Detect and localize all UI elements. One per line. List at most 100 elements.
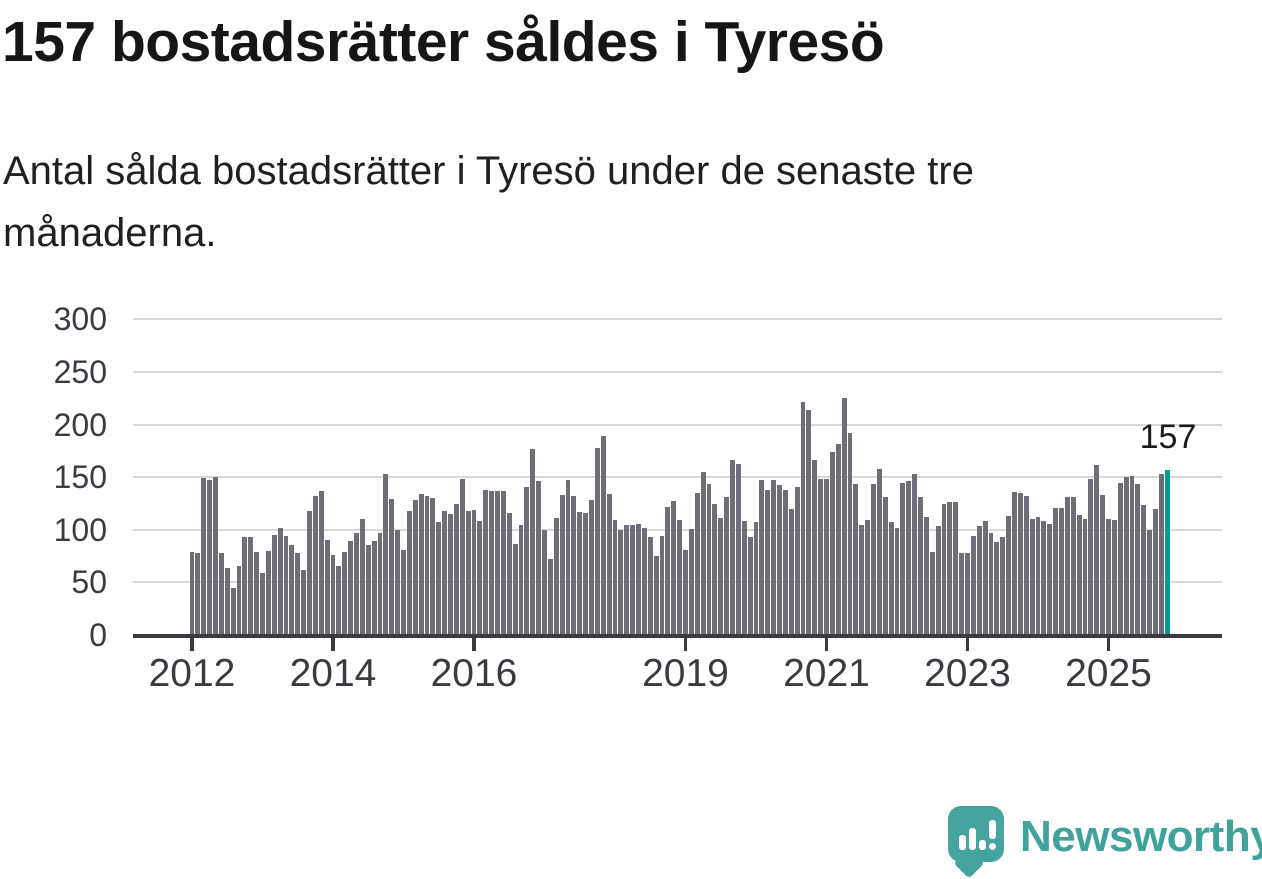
bar-2020-04 — [771, 480, 777, 635]
bar-2022-06 — [923, 517, 929, 635]
bar-2012-06 — [218, 553, 224, 635]
bar-2012-12 — [254, 552, 260, 635]
bar-2014-11 — [389, 499, 395, 635]
bar-2020-01 — [753, 522, 759, 635]
x-axis-label-2021: 2021 — [783, 652, 870, 695]
x-axis-label-2014: 2014 — [289, 652, 377, 695]
bar-2012-11 — [248, 537, 254, 635]
bar-2019-01 — [683, 550, 688, 635]
y-axis-label-250: 250 — [53, 354, 107, 391]
bar-2017-02 — [547, 559, 553, 635]
bar-2013-08 — [301, 570, 307, 635]
speech-bubble-tail — [953, 847, 985, 879]
x-axis-tick-2023 — [965, 637, 970, 651]
bar-2025-09 — [1153, 509, 1158, 635]
bar-2022-04 — [912, 474, 918, 635]
bar-2014-09 — [377, 533, 383, 635]
bar-2019-07 — [718, 518, 724, 635]
x-axis-line — [133, 634, 1222, 638]
bar-2025-03 — [1117, 483, 1123, 635]
bar-2014-01 — [330, 555, 336, 635]
bar-2022-12 — [959, 553, 965, 635]
bar-2023-10 — [1017, 493, 1023, 635]
x-axis-tick-2014 — [331, 637, 335, 651]
bar-2020-07 — [788, 509, 794, 635]
bar-2018-05 — [636, 524, 641, 635]
bar-2021-11 — [882, 497, 888, 635]
bar-2020-05 — [777, 485, 782, 635]
bar-2013-09 — [307, 511, 312, 635]
bar-2024-04 — [1053, 508, 1059, 635]
bar-2019-06 — [712, 504, 718, 635]
bar-2015-09 — [448, 514, 453, 635]
bar-2016-10 — [524, 487, 530, 635]
bar-2018-01 — [612, 520, 618, 635]
logo-exclamation-stem-icon — [989, 820, 996, 839]
bar-2013-02 — [265, 551, 271, 635]
bar-2024-08 — [1076, 515, 1082, 635]
bar-2014-06 — [359, 519, 365, 635]
bar-2017-06 — [571, 496, 577, 635]
logo-chart-bar-icon — [969, 828, 976, 850]
subtitle: Antal sålda bostadsrätter i Tyresö under… — [3, 140, 1253, 264]
y-axis-label-200: 200 — [53, 406, 107, 443]
bar-2021-10 — [876, 469, 882, 635]
bar-2019-02 — [688, 529, 694, 635]
bar-2017-11 — [600, 436, 606, 635]
bar-2022-05 — [918, 497, 923, 635]
bar-2021-09 — [871, 484, 876, 635]
bar-2015-04 — [418, 494, 424, 635]
bar-2023-09 — [1012, 492, 1017, 635]
x-axis-label-2019: 2019 — [642, 652, 729, 695]
bar-2020-08 — [794, 487, 800, 635]
bar-2012-01 — [189, 552, 195, 635]
bar-2013-07 — [295, 553, 301, 635]
bar-2025-06 — [1135, 484, 1141, 635]
y-axis-label-300: 300 — [53, 301, 107, 338]
bar-2024-09 — [1082, 519, 1088, 635]
subtitle-line-2: månaderna. — [3, 211, 217, 255]
bar-2022-10 — [947, 502, 953, 635]
bar-2019-08 — [724, 497, 730, 635]
gridline-200 — [133, 423, 1222, 426]
bar-2025-07 — [1141, 505, 1147, 635]
bar-2016-09 — [518, 525, 524, 635]
bar-2012-10 — [242, 537, 248, 635]
newsworthy-logo-icon — [948, 806, 1004, 879]
bar-2023-11 — [1023, 496, 1029, 635]
bar-2016-11 — [530, 449, 536, 635]
bar-2015-05 — [424, 496, 430, 635]
bar-2018-03 — [624, 525, 630, 635]
bar-2017-07 — [577, 512, 583, 635]
bar-2019-12 — [747, 537, 753, 635]
bar-2014-10 — [383, 474, 389, 635]
bar-2024-01 — [1035, 517, 1041, 635]
bar-2018-04 — [630, 525, 636, 635]
bar-2014-03 — [342, 552, 348, 635]
bar-2018-06 — [641, 528, 647, 635]
bar-2020-11 — [812, 460, 818, 635]
bar-2017-05 — [565, 480, 571, 635]
bar-2022-09 — [941, 504, 947, 635]
bar-2015-02 — [406, 511, 412, 635]
logo-chart-bar-icon — [959, 835, 966, 850]
y-axis-label-100: 100 — [53, 511, 107, 548]
bar-2022-08 — [935, 526, 941, 635]
bar-2018-10 — [665, 507, 671, 635]
bar-2016-01 — [471, 510, 477, 635]
bar-2016-06 — [500, 491, 506, 635]
y-axis-label-150: 150 — [53, 459, 107, 496]
bar-2013-06 — [289, 545, 295, 635]
bar-2014-05 — [354, 533, 359, 635]
current-period-bar — [1164, 470, 1170, 635]
bar-2020-10 — [806, 410, 812, 635]
logo-chart-bar-icon — [979, 840, 986, 850]
bar-2021-08 — [865, 520, 871, 635]
last-value-annotation: 157 — [1139, 418, 1197, 456]
bar-2014-07 — [365, 545, 371, 635]
bar-2025-10 — [1158, 474, 1164, 635]
bar-2025-01 — [1106, 519, 1111, 635]
bar-2018-07 — [647, 537, 653, 635]
bar-2013-10 — [312, 496, 318, 635]
